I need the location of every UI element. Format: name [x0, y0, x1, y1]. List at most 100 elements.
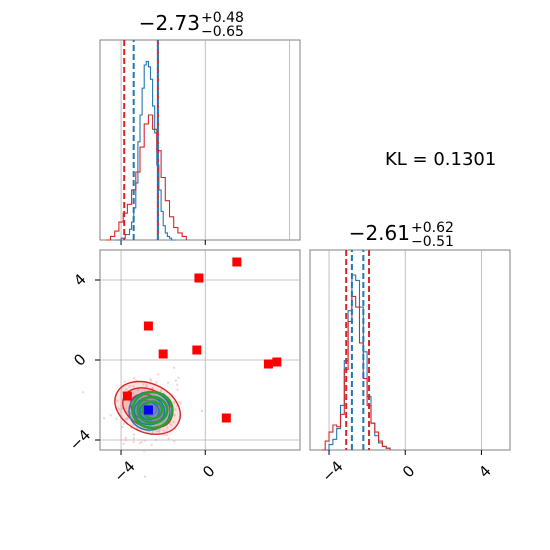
sample-point — [200, 409, 203, 413]
red-marker — [221, 413, 231, 423]
kl-label: KL = 0.1301 — [385, 149, 496, 170]
red-marker — [263, 359, 273, 369]
sample-point — [173, 414, 176, 417]
marginal-2-frame — [309, 249, 511, 451]
sample-point — [140, 440, 143, 444]
sample-point — [167, 437, 170, 440]
joint-scatter-panel: −4 0 4 0 −4 — [66, 249, 301, 486]
marginal-2-title-median: −2.61 — [349, 221, 410, 245]
sample-point — [122, 422, 126, 425]
x-tick-label: 0 — [199, 462, 218, 481]
sample-point — [102, 416, 106, 420]
red-marker — [158, 349, 168, 359]
sample-point — [123, 380, 126, 383]
sample-point — [115, 417, 118, 421]
sample-point — [160, 388, 163, 391]
sample-point — [172, 401, 176, 404]
sample-point — [166, 433, 169, 437]
marginal-2-title-plus: +0.62 — [411, 220, 454, 236]
sample-point — [132, 440, 135, 444]
sample-point — [162, 429, 165, 432]
blue-marker — [143, 405, 153, 415]
contour-green — [136, 395, 169, 425]
sample-point — [157, 373, 160, 376]
histogram-series — [114, 60, 176, 241]
sample-point — [109, 414, 113, 417]
joint-tick-labels: −4 0 4 0 −4 — [66, 270, 219, 485]
sample-point — [164, 429, 168, 433]
y-tick-label: 4 — [70, 270, 89, 289]
sample-point — [179, 402, 183, 405]
sample-point — [154, 438, 158, 442]
y-tick-label: 0 — [70, 350, 89, 369]
sample-point — [172, 366, 176, 369]
sample-point — [132, 437, 136, 440]
marginal-1-series — [106, 60, 187, 241]
sample-point — [124, 438, 127, 442]
histogram-series — [106, 114, 187, 241]
sample-point — [128, 385, 131, 388]
sample-point — [175, 383, 179, 387]
y-tick-label: −4 — [66, 426, 94, 454]
sample-point — [145, 384, 148, 387]
sample-point — [163, 419, 167, 423]
sample-point — [172, 420, 175, 424]
sample-point — [125, 388, 128, 391]
sample-point — [124, 436, 128, 440]
sample-point — [155, 430, 158, 433]
marginal-2-series — [321, 274, 391, 451]
sample-point — [81, 391, 85, 394]
marginal-1-grid — [120, 40, 290, 245]
red-marker — [194, 273, 204, 283]
marginal-1-title-median: −2.73 — [139, 11, 200, 35]
sample-point — [124, 418, 127, 421]
sample-point — [176, 388, 179, 391]
sample-point — [133, 376, 136, 380]
sample-point — [116, 399, 119, 402]
sample-point — [132, 384, 135, 388]
sample-point — [138, 441, 142, 445]
sample-point — [143, 475, 147, 478]
sample-point — [151, 430, 154, 434]
red-marker — [272, 357, 282, 367]
sample-point — [117, 408, 121, 411]
histogram-series — [323, 274, 391, 451]
histogram-series — [321, 295, 391, 451]
marginal-histogram-param-2: −4 0 4 −2.61 +0.62 −0.51 — [309, 220, 511, 486]
sample-point — [174, 379, 177, 382]
contour-green — [141, 400, 164, 420]
sample-point — [121, 425, 124, 429]
sample-point — [122, 442, 125, 445]
sample-point — [155, 381, 158, 384]
red-marker — [143, 321, 153, 331]
sample-point — [132, 392, 135, 395]
marginal-1-title-minus: −0.65 — [201, 24, 244, 40]
red-marker — [122, 391, 132, 401]
marginal-1-frame — [99, 39, 301, 241]
x-tick-label: −4 — [110, 457, 138, 485]
marginal-2-grid — [328, 250, 482, 450]
red-marker — [232, 257, 242, 267]
sample-point — [158, 430, 161, 433]
sample-point — [166, 381, 170, 385]
sample-point — [166, 426, 169, 430]
sample-point — [174, 408, 177, 411]
sample-point — [126, 417, 129, 420]
marginal-2-quantile-lines — [345, 250, 371, 450]
marginal-2-tick-labels: −4 0 4 — [318, 450, 495, 486]
sample-point — [151, 398, 154, 401]
x-tick-label: −4 — [318, 457, 346, 485]
sample-point — [142, 449, 146, 453]
sample-point — [149, 378, 152, 381]
x-tick-label: 4 — [475, 462, 494, 481]
sample-point — [132, 433, 136, 436]
sample-point — [150, 443, 153, 447]
marginal-1-quantile-lines — [123, 40, 159, 240]
marginal-1-title: −2.73 — [139, 11, 200, 35]
sample-point — [153, 393, 156, 397]
joint-markers — [122, 257, 282, 423]
sample-point — [172, 439, 176, 443]
marginal-histogram-param-1: −2.73 +0.48 −0.65 — [99, 10, 301, 245]
sample-point — [143, 439, 147, 442]
